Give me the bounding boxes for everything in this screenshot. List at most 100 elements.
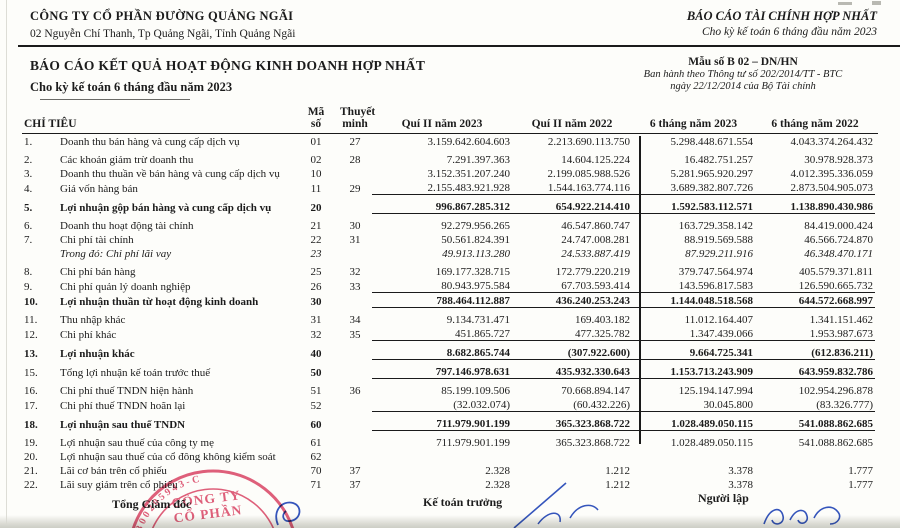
value-h1-2023: 3.378 [728,465,754,477]
value-h1-2022: 4.043.374.264.432 [790,136,874,148]
row-label: Chi phí khác [60,328,117,341]
value-h1-2023: 3.689.382.807.726 [632,180,756,195]
value-q2-2022: 365.323.868.722 [555,437,631,449]
value-q2-2023 [372,449,512,463]
row-code: 22 [310,234,322,246]
value-h1-2022: 30.978.928.373 [804,154,874,166]
value-q2-2022 [512,449,632,463]
value-q2-2023: 50.561.824.391 [441,234,511,246]
row-code: 60 [310,418,322,431]
row-label: Chi phí bán hàng [60,266,136,278]
row-padding [875,379,878,398]
column-header-code-line2: số [310,118,322,130]
row-number [22,246,58,260]
value-q2-2022: 70.668.894.147 [561,385,631,397]
scan-speck [838,2,852,5]
row-padding [875,412,878,431]
value-q2-2022: 435.932.330.643 [512,359,633,379]
table-row: 12. Chi phí khác 32 35 451.865.727 477.325.78… [22,326,878,341]
table-row: 6. Doanh thu hoạt động tài chính 21 30 92.27… [22,214,878,233]
column-header-h1-2023: 6 tháng năm 2023 [632,96,756,134]
director-signature-ink [275,501,301,526]
row-note: 28 [349,154,361,166]
row-code: 02 [310,154,322,166]
row-number: 18. [24,418,38,431]
row-note: 30 [349,220,361,232]
row-label: Trong đó: Chi phí lãi vay [60,248,172,260]
value-h1-2023: 11.012.164.407 [684,314,754,326]
table-row: 8. Chi phí bán hàng 25 32 169.177.328.715 172… [22,260,878,278]
value-q2-2023: 3.159.642.604.603 [427,136,511,148]
row-padding [875,463,878,477]
row-label: Lợi nhuận sau thuế TNDN [60,418,186,431]
value-h1-2022: 1.138.890.430.986 [755,194,876,214]
report-subtitle: Cho kỳ kế toán 6 tháng đầu năm 2023 [30,80,233,94]
row-number: 7. [24,234,33,246]
value-h1-2022: 4.012.395.336.059 [790,168,874,180]
row-padding [875,166,878,180]
row-label: Tổng lợi nhuận kế toán trước thuế [60,366,211,379]
value-h1-2023: 5.281.965.920.297 [670,168,754,180]
row-note: 27 [349,136,361,148]
row-padding [875,232,878,246]
column-header-code: Mã số [294,96,339,134]
row-label: Lãi cơ bản trên cổ phiếu [60,465,167,477]
row-label: Các khoản giảm trừ doanh thu [60,154,194,166]
report-type-title: BÁO CÁO TÀI CHÍNH HỢP NHẤT [686,9,877,23]
value-h1-2022: 84.419.000.424 [804,220,874,232]
row-note: 36 [349,385,361,397]
value-q2-2023: 85.199.109.506 [441,385,511,397]
value-q2-2022: 654.922.214.410 [512,194,633,214]
company-stamp: M.S.D.N:4300205943-C CÔNG TY CỔ PHẦN [119,469,299,528]
row-number: 17. [24,399,38,412]
table-row: 20. Lợi nhuận sau thuế của cổ đông không … [22,449,878,463]
row-label: Lợi nhuận thuần từ hoạt động kinh doanh [60,295,259,308]
row-note [338,449,372,463]
value-q2-2022: 1.212 [605,479,631,491]
table-row: 7. Chi phí tài chính 22 31 50.561.824.391 24.… [22,232,878,246]
row-padding [875,260,878,278]
value-q2-2023: 2.155.483.921.928 [372,180,513,195]
value-h1-2023: 5.298.448.671.554 [670,136,754,148]
row-label: Lợi nhuận sau thuế của công ty mẹ [60,437,214,449]
value-q2-2022: 1.544.163.774.116 [512,180,633,195]
table-row: 22. Lãi suy giảm trên cổ phiếu 71 37 2.328 1.… [22,477,878,491]
row-note [338,412,372,431]
value-h1-2022: 644.572.668.997 [755,292,876,308]
value-h1-2023: 1.144.048.518.568 [632,292,756,308]
column-header-q2-2023: Quí II năm 2023 [372,96,513,134]
value-h1-2022: 1.953.987.673 [755,326,876,341]
row-code: 26 [310,280,322,293]
column-header-spacer [875,96,879,134]
value-h1-2022: 405.579.371.811 [799,266,874,278]
row-note: 34 [349,314,361,326]
value-h1-2023: 379.747.564.974 [678,266,754,278]
value-h1-2022: 541.088.862.685 [755,411,876,431]
row-note: 37 [349,465,361,477]
value-h1-2022: (612.836.211) [755,340,876,360]
row-code: 50 [310,366,322,379]
value-h1-2023: 30.045.800 [632,397,756,412]
value-h1-2023: 1.347.439.066 [632,326,756,341]
value-h1-2022: (83.326.777) [755,397,876,412]
row-code: 10 [310,168,322,180]
row-number: 15. [24,366,38,379]
value-q2-2023: 9.134.731.471 [446,314,511,326]
table-row: 2. Các khoản giảm trừ doanh thu 02 28 7.291.… [22,148,878,166]
row-padding [875,134,878,149]
row-label: Doanh thu thuần về bán hàng và cung cấp … [60,168,280,180]
form-info-block: Mẫu số B 02 – DN/HN Ban hành theo Thông … [608,56,878,92]
column-header-note-line2: minh [342,118,368,130]
row-number: 22. [24,479,38,491]
value-h1-2023: 1.028.489.050.115 [670,437,754,449]
value-q2-2022: 172.779.220.219 [555,266,631,278]
form-issuance-line2: ngày 22/12/2014 của Bộ Tài chính [670,81,816,92]
report-type-block: BÁO CÁO TÀI CHÍNH HỢP NHẤT Cho kỳ kế toá… [687,9,877,38]
value-q2-2023: 7.291.397.363 [446,154,511,166]
value-h1-2023: 3.378 [728,479,754,491]
value-q2-2023: 2.328 [485,465,511,477]
row-label: Chi phí thuế TNDN hiện hành [60,385,194,397]
row-note [338,397,372,412]
value-h1-2023: 125.194.147.994 [678,385,754,397]
